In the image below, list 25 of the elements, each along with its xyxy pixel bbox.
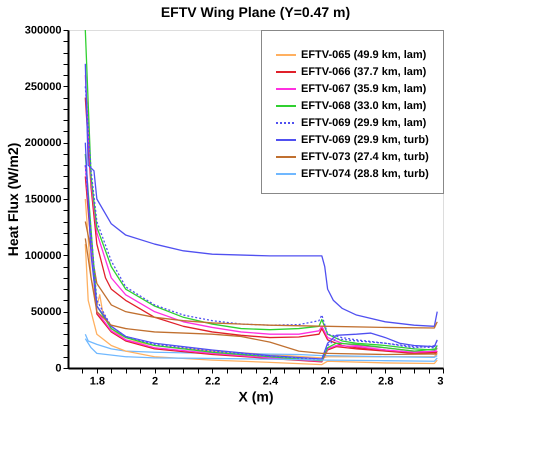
x-tick-label: 2.4: [262, 376, 279, 388]
y-tick-label: 0: [55, 362, 62, 374]
legend-label: EFTV-068 (33.0 km, lam): [301, 100, 427, 112]
y-axis-title: Heat Flux (W/m2): [4, 142, 21, 256]
y-tick-label: 150000: [24, 194, 62, 206]
y-tick-label: 250000: [24, 80, 62, 93]
x-tick-label: 2.2: [205, 376, 220, 388]
y-tick-label: 300000: [24, 24, 62, 36]
y-tick-label: 200000: [24, 137, 62, 150]
legend-label: EFTV-067 (35.9 km, lam): [301, 83, 427, 95]
y-tick-label: 50000: [30, 306, 62, 318]
legend-label: EFTV-069 (29.9 km, turb): [301, 134, 430, 146]
x-tick-label: 2.6: [320, 376, 336, 388]
x-axis-title: X (m): [238, 388, 274, 404]
x-tick-label: 3: [437, 376, 444, 388]
legend-label: EFTV-074 (28.8 km, turb): [301, 168, 430, 180]
x-tick-label: 2.8: [378, 376, 394, 388]
y-tick-label: 100000: [24, 250, 62, 262]
legend-label: EFTV-073 (27.4 km, turb): [301, 151, 430, 163]
chart-title: EFTV Wing Plane (Y=0.47 m): [160, 4, 350, 20]
x-tick-label: 1.8: [90, 376, 105, 388]
legend-label: EFTV-069 (29.9 km, lam): [301, 117, 427, 129]
x-tick-label: 2: [152, 376, 158, 388]
legend-label: EFTV-066 (37.7 km, lam): [301, 66, 427, 78]
legend-label: EFTV-065 (49.9 km, lam): [301, 49, 427, 61]
